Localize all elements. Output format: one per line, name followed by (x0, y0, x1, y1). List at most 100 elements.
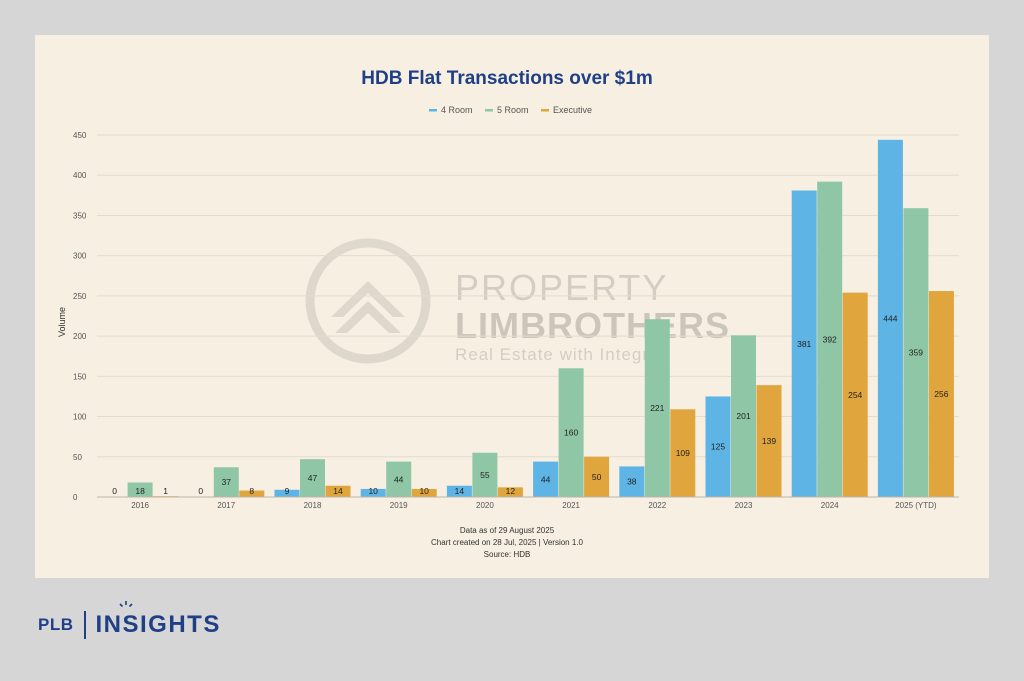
data-label: 14 (333, 486, 343, 496)
x-tick-label: 2022 (648, 501, 666, 510)
spark-icon (118, 601, 133, 608)
y-tick-label: 200 (73, 332, 87, 341)
bar-5-room (903, 208, 929, 497)
y-tick-label: 50 (73, 453, 82, 462)
brand-plb: PLB (38, 615, 74, 634)
bar-executive (497, 487, 523, 497)
watermark-line1: PROPERTY (455, 267, 668, 308)
bar-5-room (300, 459, 325, 497)
data-label: 125 (711, 442, 725, 452)
footer-data-date: Data as of 29 August 2025 (460, 526, 555, 535)
x-tick-label: 2023 (735, 501, 753, 510)
data-label: 10 (419, 486, 429, 496)
data-label: 12 (506, 486, 516, 496)
bar-4-room (274, 489, 300, 497)
chart-card: PROPERTY LIMBROTHERS Real Estate with In… (35, 35, 989, 578)
x-tick-label: 2016 (131, 501, 149, 510)
brand-divider (83, 611, 86, 639)
data-label: 18 (135, 486, 145, 496)
watermark-line3: Real Estate with Integrity (455, 345, 669, 364)
y-tick-label: 250 (73, 292, 87, 301)
data-label: 139 (762, 436, 776, 446)
bar-5-room (644, 319, 670, 497)
legend: 4 Room 5 Room Executive (429, 105, 592, 115)
y-axis-label: Volume (57, 307, 67, 337)
bar-executive (584, 456, 610, 497)
data-label: 160 (564, 428, 578, 438)
data-label: 0 (198, 486, 203, 496)
brand-logo: PLB INSIGHTS (38, 601, 221, 642)
data-label: 359 (909, 348, 923, 358)
bar-executive (842, 292, 868, 497)
y-tick-label: 450 (73, 131, 87, 140)
data-label: 221 (650, 403, 664, 413)
x-tick-label: 2017 (217, 501, 235, 510)
bar-5-room (386, 461, 412, 497)
data-label: 37 (222, 477, 232, 487)
x-tick-label: 2018 (304, 501, 322, 510)
legend-label: 5 Room (497, 105, 529, 115)
bar-5-room (472, 452, 498, 497)
data-label: 38 (627, 477, 637, 487)
legend-label: Executive (553, 105, 592, 115)
legend-label: 4 Room (441, 105, 473, 115)
bar-5-room (731, 335, 756, 497)
y-tick-label: 350 (73, 211, 87, 220)
footer-source: Source: HDB (484, 550, 531, 559)
bar-executive (756, 385, 782, 497)
bar-4-room (619, 466, 645, 497)
data-label: 47 (308, 473, 318, 483)
data-label: 381 (797, 339, 811, 349)
chart-title: HDB Flat Transactions over $1m (361, 68, 652, 89)
bar-executive (411, 488, 437, 497)
data-label: 10 (368, 486, 378, 496)
y-tick-label: 300 (73, 252, 87, 261)
data-label: 254 (848, 390, 862, 400)
y-axis-ticks: 0 50 100 150 200 250 300 350 400 450 (73, 131, 87, 502)
x-tick-label: 2024 (821, 501, 839, 510)
bar-executive (928, 291, 954, 497)
bar-executive (670, 409, 696, 497)
y-tick-label: 0 (73, 493, 78, 502)
data-label: 392 (823, 334, 837, 344)
y-tick-label: 400 (73, 171, 87, 180)
data-label: 0 (112, 486, 117, 496)
y-tick-label: 150 (73, 372, 87, 381)
data-label: 201 (736, 411, 750, 421)
data-label: 1 (163, 486, 168, 496)
bar-5-room (213, 467, 239, 497)
bar-4-room (446, 485, 472, 497)
watermark-logo-icon (305, 238, 431, 364)
data-label: 9 (285, 486, 290, 496)
y-tick-label: 100 (73, 413, 87, 422)
watermark-line2: LIMBROTHERS (455, 305, 730, 346)
x-axis-ticks: 2016 2017 2018 2019 2020 2021 2022 2023 2024 2025… (131, 501, 937, 510)
data-label: 44 (541, 474, 551, 484)
data-label: 55 (480, 470, 490, 480)
x-tick-label: 2020 (476, 501, 494, 510)
brand-insights: INSIGHTS (95, 611, 221, 638)
legend-swatch (541, 109, 549, 112)
data-label: 444 (883, 313, 897, 323)
legend-swatch (485, 109, 493, 112)
x-tick-label: 2021 (562, 501, 580, 510)
bar-4-room (791, 190, 817, 498)
legend-swatch (429, 109, 437, 112)
bar-4-room (360, 488, 386, 497)
bar-executive (239, 490, 265, 497)
data-label: 44 (394, 474, 404, 484)
bar-5-room (817, 181, 843, 497)
bar-4-room (533, 461, 559, 497)
bar-chart: PROPERTY LIMBROTHERS Real Estate with In… (57, 68, 959, 559)
footer-created: Chart created on 28 Jul, 2025 | Version … (431, 538, 584, 547)
x-tick-label: 2025 (YTD) (895, 501, 937, 510)
data-label: 109 (676, 448, 690, 458)
bar-4-room (877, 139, 903, 497)
data-label: 256 (934, 389, 948, 399)
bar-4-room (705, 396, 731, 497)
data-label: 8 (249, 486, 254, 496)
data-label: 50 (592, 472, 602, 482)
bar-5-room (558, 368, 584, 497)
x-tick-label: 2019 (390, 501, 408, 510)
